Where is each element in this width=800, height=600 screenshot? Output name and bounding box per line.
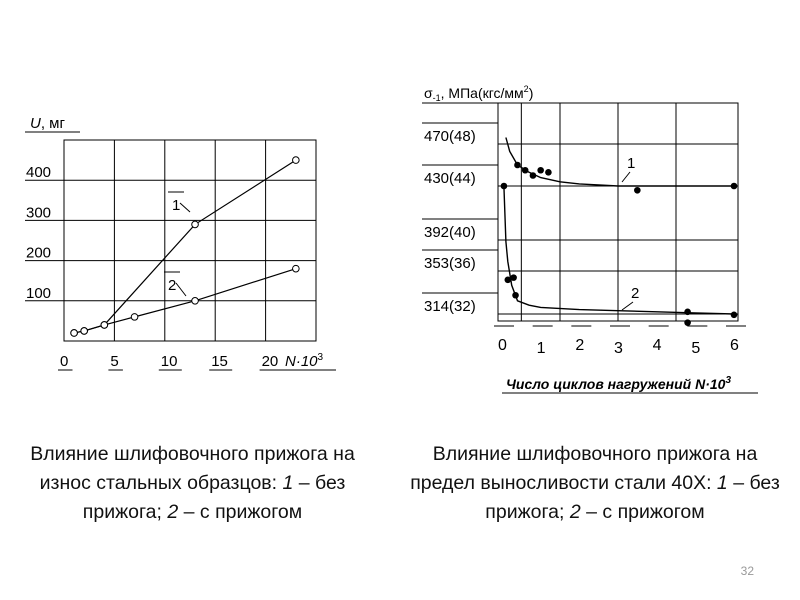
x-tick-label: 4 [653,337,662,354]
y-tick-label: 470(48) [424,128,476,145]
x-tick-label: 5 [110,353,118,370]
data-point [521,166,529,174]
data-point [537,166,544,174]
curve-label-2: 2 [631,285,639,302]
data-point [80,327,88,335]
svg-text:Число циклов нагружений N·103: Число циклов нагружений N·103 [506,375,731,392]
y-tick-label: 300 [26,204,51,221]
data-point [70,329,78,337]
x-tick-label: 15 [211,353,228,370]
grid [498,103,738,321]
plot-frame [497,102,739,322]
data-point [130,313,139,321]
caption-right: Влияние шлифовочного прижога на предел в… [410,443,780,523]
x-tick-label: 0 [498,337,507,354]
x-tick-labels: 0 5 10 15 20 [58,353,336,371]
data-point [100,321,109,329]
curve-label-2: 2 [168,277,176,294]
curve-label-leader [179,202,191,213]
x-tick-labels: 0 1 2 3 4 5 6 [494,325,746,357]
svg-text:N·103: N·103 [285,352,324,370]
data-point [514,161,521,169]
y-tick-label: 392(40) [424,224,476,241]
x-tick-label: 2 [575,337,584,354]
x-axis-label: Число циклов нагружений N·103 [502,375,758,394]
x-tick-label: 10 [161,353,178,370]
data-point [191,297,199,305]
x-tick-label: 5 [691,340,700,357]
data-point [510,274,517,281]
data-point [545,169,552,176]
y-tick-label: 200 [26,245,51,262]
data-point [730,182,738,190]
data-point [292,264,300,273]
x-tick-label: 20 [262,353,279,370]
x-tick-label: 6 [730,337,739,354]
page-number: 32 [740,564,754,578]
data-point [684,308,691,316]
y-tick-label: 100 [26,285,51,302]
series-curve-2 [503,185,735,315]
y-tick-label: 314(32) [424,298,476,315]
y-axis-label: σ-1, МПа(кгс/мм2) [422,84,575,104]
x-axis-label: N·103 [285,352,324,370]
data-point [500,182,508,190]
caption-left: Влияние шлифовочного прижога на износ ст… [30,443,355,523]
data-point [191,220,199,229]
data-point [684,319,691,326]
curve-label-leader [621,171,631,183]
endurance-chart: σ-1, МПа(кгс/мм2) 314(32) 353(36) 392(40) 4… [422,84,758,394]
grid [64,140,316,341]
data-point [730,311,738,319]
x-tick-label: 0 [60,353,68,370]
curve-label-leader [621,301,634,311]
y-tick-label: 400 [26,164,51,181]
y-tick-labels: 100 200 300 400 [25,164,64,302]
series-layer: 12 [500,137,738,326]
y-tick-labels: 314(32) 353(36) 392(40) 430(44) 470(48) [422,122,498,315]
y-axis-label: U, мг [25,115,80,133]
data-point [292,156,300,164]
data-point [512,291,519,299]
x-tick-label: 3 [614,340,623,357]
series-curve-1 [505,137,734,187]
series-layer: 12 [70,156,300,337]
data-point [529,172,537,179]
curve-label-1: 1 [172,197,180,214]
data-point [634,186,641,194]
x-tick-label: 1 [537,340,546,357]
plot-frame [63,139,317,342]
svg-text:U, мг: U, мг [30,115,65,132]
y-tick-label: 353(36) [424,255,476,272]
svg-text:σ-1, МПа(кгс/мм2): σ-1, МПа(кгс/мм2) [424,84,533,103]
y-tick-label: 430(44) [424,170,476,187]
curve-label-leader [175,282,187,297]
data-point [504,276,512,284]
curve-label-1: 1 [627,155,635,172]
